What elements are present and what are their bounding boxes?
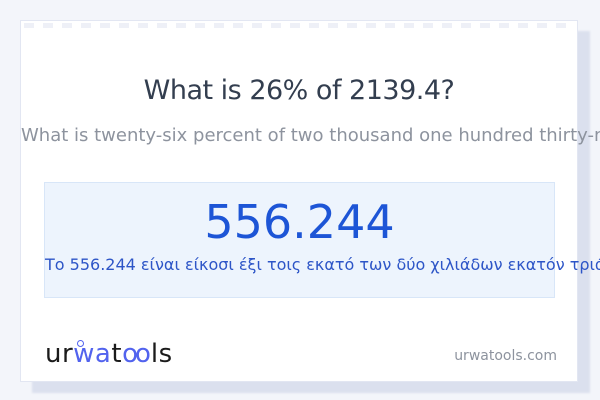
calculator-card: What is 26% of 2139.4? What is twenty-si… (20, 20, 600, 382)
brand-logo[interactable]: urwatoo ls (45, 339, 173, 369)
page-title: What is 26% of 2139.4? (143, 75, 455, 106)
card-footer: urwatoo ls urwatools.com (45, 339, 557, 369)
logo-part-oo: oo (122, 339, 151, 369)
logo-part-ls: ls (150, 339, 173, 369)
question-in-words: What is twenty-six percent of two thousa… (21, 125, 600, 146)
answer-value: 556.244 (204, 195, 395, 249)
dashed-divider (24, 23, 574, 28)
logo-part-ur: ur (45, 339, 74, 369)
answer-panel: 556.244 Το 556.244 είναι είκοσι έξι τοις… (44, 182, 600, 298)
site-domain-text: urwatools.com (454, 348, 557, 364)
logo-ring-icon (77, 340, 84, 347)
answer-in-words-greek: Το 556.244 είναι είκοσι έξι τοις εκατό τ… (45, 255, 600, 274)
logo-part-t: t (111, 339, 123, 369)
